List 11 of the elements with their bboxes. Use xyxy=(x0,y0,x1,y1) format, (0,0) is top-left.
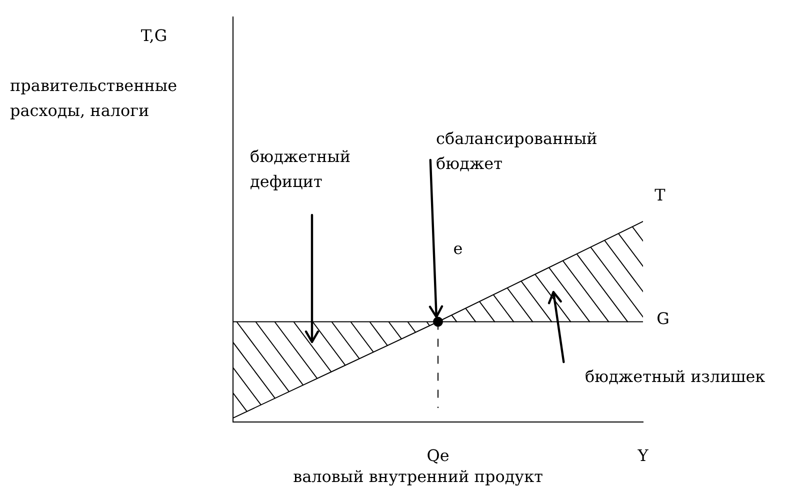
text: T,G xyxy=(140,26,168,46)
x-axis-title: валовый внутренний продукт xyxy=(293,467,544,486)
series-label: G xyxy=(656,308,670,328)
text: бюджетный дефицит xyxy=(250,146,351,191)
x-tick-label: Y xyxy=(636,446,649,465)
annotation: e xyxy=(453,238,463,258)
text: правительственные расходы, налоги xyxy=(10,76,178,120)
x-tick-label: Qe xyxy=(426,446,450,465)
annotation: сбалансированный бюджет xyxy=(436,128,598,173)
annotation: бюджетный излишек xyxy=(585,366,766,386)
series-label: T xyxy=(654,186,666,205)
